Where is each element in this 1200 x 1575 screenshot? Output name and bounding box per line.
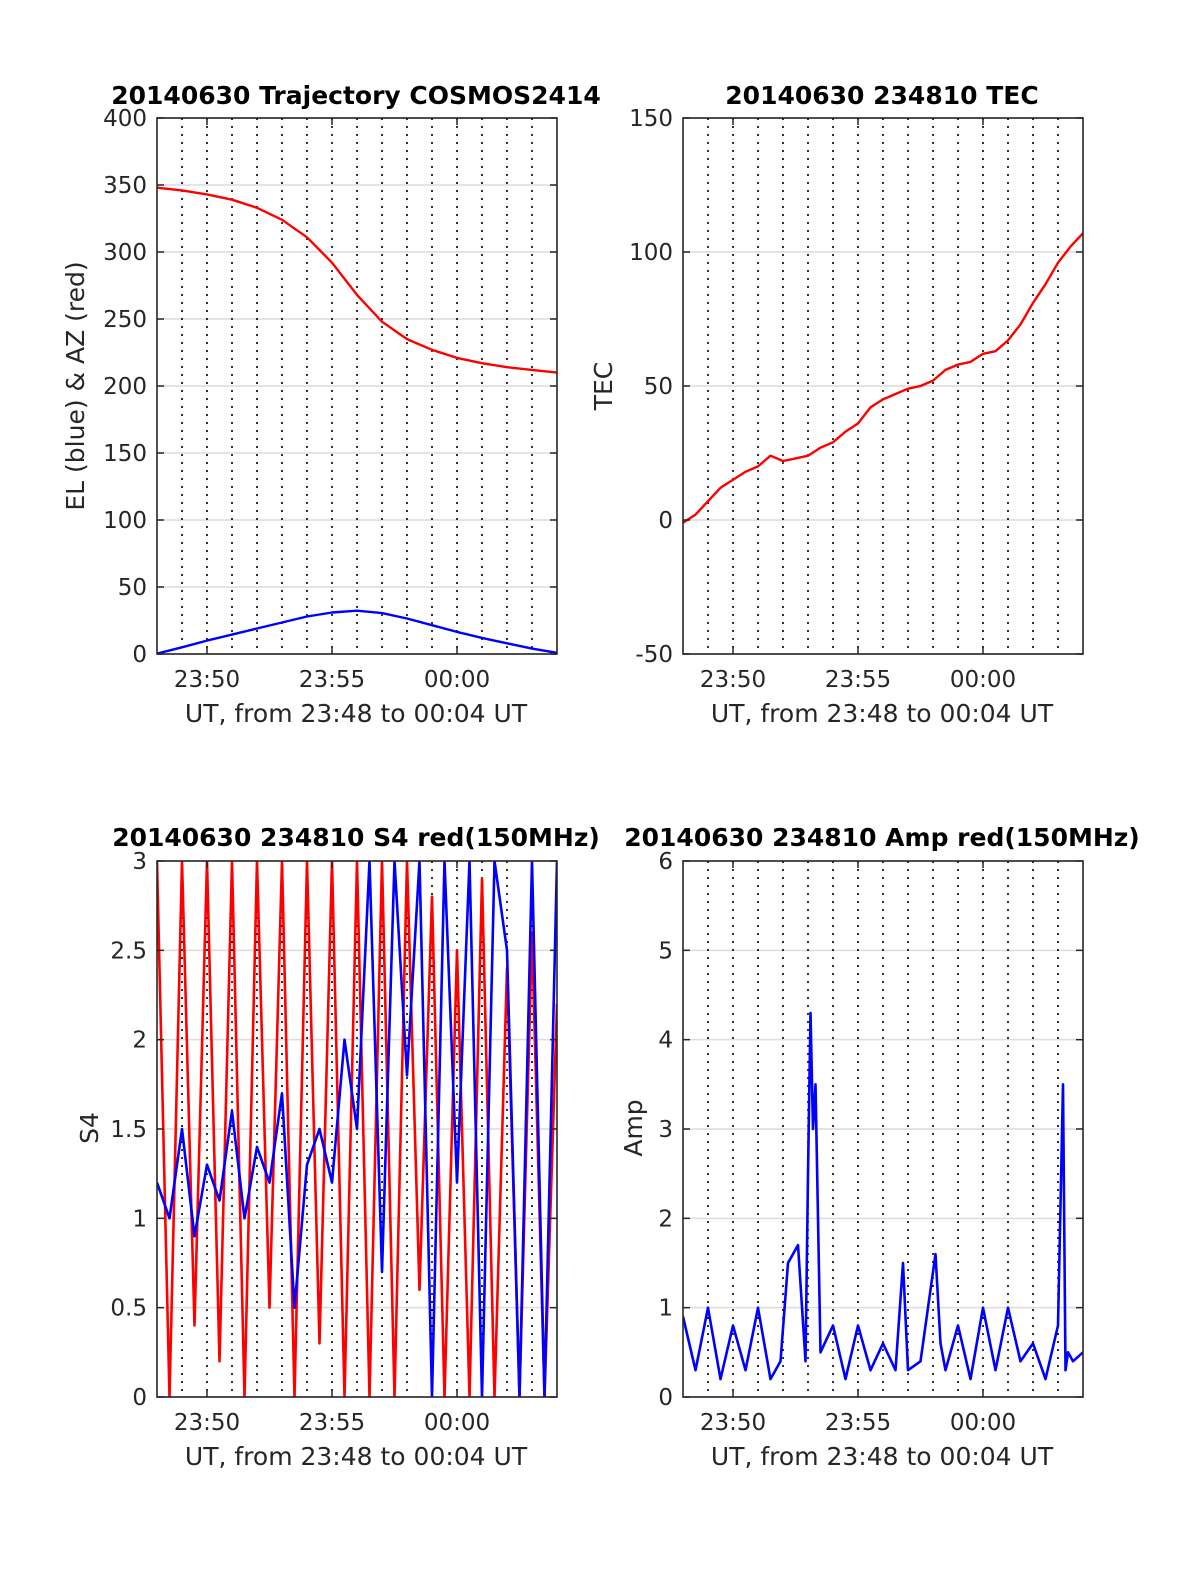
x-axis-label: UT, from 23:48 to 00:04 UT [711, 1442, 1054, 1471]
y-tick-label: 1 [658, 1296, 673, 1322]
y-tick-label: 100 [629, 240, 673, 266]
chart-title: 20140630 234810 TEC [725, 81, 1038, 110]
plot-area: -50 0 50 100 150 23:50 23:55 00:00 [629, 106, 1084, 693]
y-tick-label: 5 [658, 938, 673, 964]
y-tick-label: 0.5 [110, 1296, 147, 1322]
y-axis-label: EL (blue) & AZ (red) [61, 261, 90, 510]
y-tick-label: 4 [658, 1028, 673, 1054]
y-tick-label: 150 [103, 441, 147, 467]
x-tick-label: 23:55 [299, 667, 365, 693]
series-line-1 [683, 1011, 1083, 1381]
y-tick-label: 2 [658, 1206, 673, 1232]
y-axis-label: TEC [589, 362, 618, 412]
plot-area: 0 50 100 150 200 250 300 350 400 23:50 23:55 00:00 [103, 106, 558, 693]
y-tick-label: 0 [658, 508, 673, 534]
x-tick-label: 00:00 [424, 1410, 490, 1436]
x-axis-label: UT, from 23:48 to 00:04 UT [185, 1442, 528, 1471]
y-tick-label: 150 [629, 106, 673, 132]
y-tick-label: -50 [635, 642, 673, 668]
y-tick-label: 2.5 [110, 938, 147, 964]
y-tick-label: 1.5 [110, 1117, 147, 1143]
x-tick-label: 23:50 [700, 1410, 766, 1436]
series-line-2 [157, 861, 557, 1397]
y-axis-label: Amp [619, 1099, 648, 1156]
x-axis-label: UT, from 23:48 to 00:04 UT [711, 699, 1054, 728]
y-tick-label: 400 [103, 106, 147, 132]
panel-amp: 0 1 2 3 4 5 6 23:50 23:55 00:00 20140630 234810 A… [619, 823, 1140, 1471]
chart-title: 20140630 234810 S4 red(150MHz) [112, 823, 600, 852]
y-tick-label: 2 [132, 1028, 147, 1054]
x-axis-label: UT, from 23:48 to 00:04 UT [185, 699, 528, 728]
x-tick-label: 00:00 [424, 667, 490, 693]
y-tick-label: 100 [103, 508, 147, 534]
x-tick-label: 00:00 [950, 1410, 1016, 1436]
y-tick-label: 0 [132, 642, 147, 668]
x-tick-label: 23:50 [174, 1410, 240, 1436]
y-tick-label: 1 [132, 1206, 147, 1232]
x-tick-label: 23:50 [174, 667, 240, 693]
series-line-1 [157, 186, 557, 374]
plot-area: 0 0.5 1 1.5 2 2.5 3 23:50 23:55 00:00 [110, 849, 558, 1436]
y-tick-label: 6 [658, 849, 673, 875]
series-line-1 [683, 232, 1083, 524]
x-tick-label: 00:00 [950, 667, 1016, 693]
y-tick-label: 0 [132, 1385, 147, 1411]
x-tick-label: 23:55 [825, 1410, 891, 1436]
y-tick-label: 3 [132, 849, 147, 875]
chart-title: 20140630 234810 Amp red(150MHz) [624, 823, 1140, 852]
y-tick-label: 3 [658, 1117, 673, 1143]
series-line-1 [157, 861, 557, 1397]
x-tick-label: 23:50 [700, 667, 766, 693]
panel-tec: -50 0 50 100 150 23:50 23:55 00:00 20140630 234… [589, 81, 1084, 728]
y-tick-label: 350 [103, 173, 147, 199]
y-axis-label: S4 [75, 1112, 104, 1144]
panel-s4: 0 0.5 1 1.5 2 2.5 3 23:50 23:55 00:00 20140630 23… [75, 823, 600, 1471]
x-tick-label: 23:55 [825, 667, 891, 693]
y-tick-label: 50 [118, 575, 147, 601]
y-tick-label: 300 [103, 240, 147, 266]
series-line-2 [157, 609, 557, 654]
y-tick-label: 250 [103, 307, 147, 333]
y-tick-label: 200 [103, 374, 147, 400]
y-tick-label: 50 [644, 374, 673, 400]
plot-area: 0 1 2 3 4 5 6 23:50 23:55 00:00 [658, 849, 1084, 1436]
chart-title: 20140630 Trajectory COSMOS2414 [111, 81, 601, 110]
x-tick-label: 23:55 [299, 1410, 365, 1436]
y-tick-label: 0 [658, 1385, 673, 1411]
